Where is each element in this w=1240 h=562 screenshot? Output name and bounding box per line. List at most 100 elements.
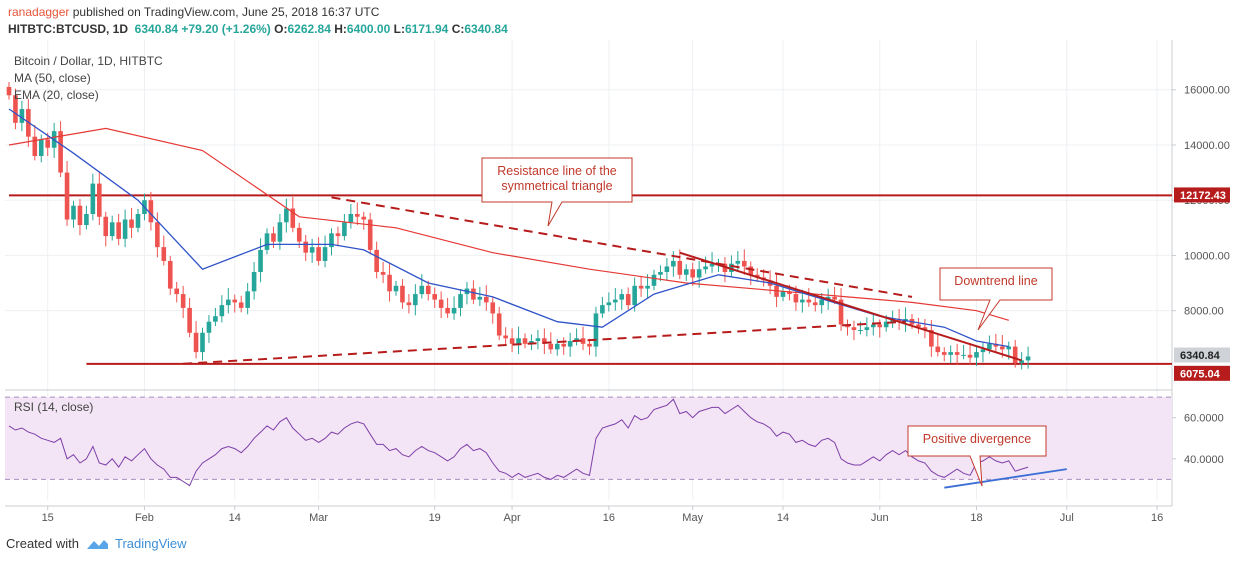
candle-body bbox=[400, 285, 405, 303]
time-tick-label: Feb bbox=[135, 512, 154, 524]
candle-body bbox=[284, 208, 289, 223]
candle-body bbox=[425, 285, 431, 295]
candle-body bbox=[45, 139, 50, 148]
candle-body bbox=[380, 272, 386, 275]
candle-body bbox=[503, 335, 508, 339]
price-chart[interactable]: 16000.0014000.0012000.0010000.008000.001… bbox=[0, 40, 1240, 528]
candle-body bbox=[548, 343, 554, 350]
candle-body bbox=[593, 313, 599, 347]
close-label: C: bbox=[451, 22, 465, 36]
open-value: 6262.84 bbox=[287, 22, 331, 36]
candle-body bbox=[638, 285, 644, 289]
candle-body bbox=[980, 349, 986, 353]
candle-body bbox=[677, 260, 683, 275]
candle-body bbox=[335, 233, 341, 237]
candle-body bbox=[1006, 346, 1012, 350]
chart-axes: 16000.0014000.0012000.0010000.008000.001… bbox=[42, 85, 1230, 524]
candle-body bbox=[619, 294, 625, 300]
candle-body bbox=[929, 330, 934, 347]
candle-body bbox=[77, 205, 83, 226]
price-tick-label: 16000.00 bbox=[1184, 85, 1230, 97]
candle-body bbox=[1000, 346, 1005, 350]
candle-body bbox=[342, 222, 347, 237]
candle-body bbox=[238, 302, 244, 308]
price-label-box bbox=[1174, 347, 1230, 363]
candle-body bbox=[167, 260, 173, 289]
price-label: 12172.43 bbox=[1180, 190, 1226, 202]
candle-body bbox=[206, 321, 212, 333]
candle-body bbox=[580, 338, 586, 344]
price-tick-label: 10000.00 bbox=[1184, 250, 1230, 262]
time-tick-label: May bbox=[682, 512, 703, 524]
rsi-legend[interactable]: RSI (14, close) bbox=[14, 400, 94, 414]
candle-body bbox=[129, 219, 134, 228]
candle-body bbox=[213, 316, 218, 322]
candle-body bbox=[961, 354, 966, 356]
candle-body bbox=[200, 332, 205, 353]
candle-body bbox=[97, 183, 102, 217]
divergence-callout-box bbox=[907, 425, 1047, 487]
rsi-tick-label: 40.0000 bbox=[1184, 454, 1224, 466]
candle-body bbox=[58, 131, 63, 173]
candle-body bbox=[509, 338, 515, 344]
high-label: H: bbox=[334, 22, 347, 36]
candle-body bbox=[322, 247, 328, 261]
time-tick-label: 14 bbox=[229, 512, 241, 524]
candle-body bbox=[812, 302, 818, 306]
candle-body bbox=[935, 346, 941, 353]
candle-body bbox=[232, 299, 238, 303]
author-link[interactable]: ranadagger bbox=[8, 5, 70, 19]
candle-body bbox=[32, 136, 38, 156]
candle-body bbox=[296, 227, 302, 242]
candle-body bbox=[387, 274, 392, 292]
candle-body bbox=[122, 219, 128, 239]
candle-body bbox=[516, 338, 521, 344]
candle-body bbox=[484, 296, 489, 303]
candle-body bbox=[1019, 360, 1024, 364]
candle-body bbox=[864, 327, 870, 330]
candle-body bbox=[84, 214, 89, 226]
candle-body bbox=[116, 222, 121, 239]
high-value: 6400.00 bbox=[346, 22, 391, 36]
price-tick-label: 14000.00 bbox=[1184, 140, 1230, 152]
candle-body bbox=[851, 327, 857, 330]
candle-body bbox=[671, 260, 676, 267]
divergence-callout-text: Positive divergence bbox=[923, 432, 1031, 446]
candle-body bbox=[445, 307, 450, 314]
candle-body bbox=[787, 291, 792, 295]
time-tick-label: 19 bbox=[429, 512, 441, 524]
ma-legend[interactable]: MA (50, close) bbox=[14, 71, 91, 85]
tradingview-logo-icon[interactable] bbox=[85, 538, 109, 550]
tradingview-brand-link[interactable]: TradingView bbox=[114, 536, 187, 551]
candle-body bbox=[709, 263, 715, 267]
candle-body bbox=[264, 233, 270, 250]
candle-body bbox=[922, 327, 928, 330]
candle-body bbox=[64, 172, 70, 220]
ema-legend[interactable]: EMA (20, close) bbox=[14, 88, 99, 102]
candle-body bbox=[838, 299, 844, 325]
candle-body bbox=[690, 269, 695, 278]
candle-body bbox=[606, 302, 612, 306]
candle-body bbox=[367, 219, 373, 250]
time-tick-label: Apr bbox=[504, 512, 521, 524]
candle-body bbox=[954, 352, 960, 355]
downtrend-callout-text: Downtrend line bbox=[954, 274, 1037, 288]
candle-body bbox=[742, 260, 747, 267]
downtrend-line bbox=[679, 251, 1022, 362]
close-value: 6340.84 bbox=[464, 22, 508, 36]
price-label: 6075.04 bbox=[1180, 368, 1221, 380]
rsi-divergence-trendline bbox=[944, 468, 1067, 489]
candle-body bbox=[6, 86, 12, 96]
candle-body bbox=[664, 266, 670, 272]
candle-body bbox=[748, 266, 754, 275]
candle-body bbox=[187, 307, 192, 333]
candle-body bbox=[271, 233, 276, 242]
time-tick-label: 18 bbox=[970, 512, 982, 524]
ma-50-line bbox=[8, 127, 1009, 321]
candle-body bbox=[413, 294, 418, 306]
candle-body bbox=[161, 247, 167, 261]
candle-body bbox=[361, 216, 367, 220]
resistance-trendline bbox=[331, 196, 913, 298]
time-tick-label: 16 bbox=[603, 512, 615, 524]
